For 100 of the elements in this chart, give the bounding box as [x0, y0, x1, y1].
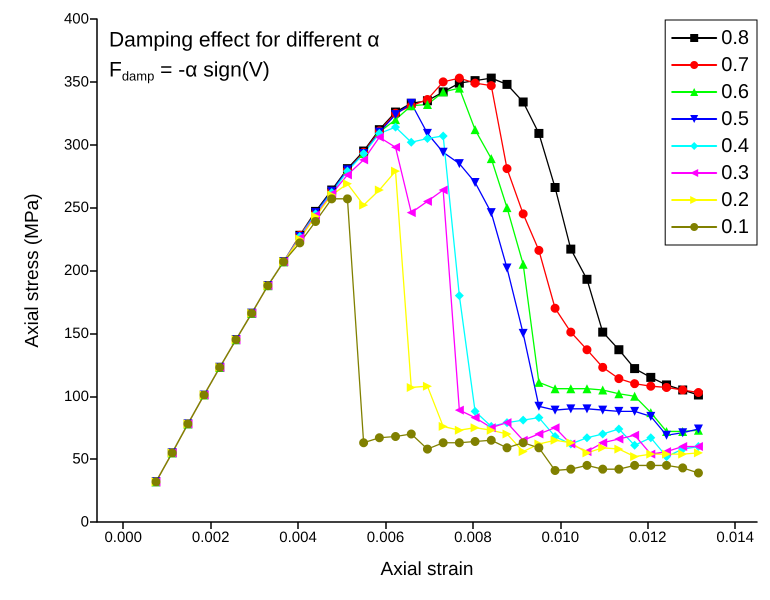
point	[406, 208, 416, 218]
point	[630, 364, 640, 374]
point	[391, 122, 400, 132]
legend-label: 0.4	[721, 135, 750, 157]
point	[342, 179, 352, 188]
point	[518, 416, 528, 425]
point	[486, 208, 496, 218]
legend-label: 0.1	[721, 216, 750, 238]
x-tick-label: 0.002	[192, 529, 230, 546]
point	[662, 450, 672, 459]
y-axis-title: Axial stress (MPa)	[22, 193, 43, 348]
point	[694, 468, 703, 478]
point	[582, 404, 592, 414]
point	[438, 438, 448, 448]
legend-label: 0.3	[721, 162, 750, 184]
point	[630, 406, 640, 416]
point	[470, 78, 480, 88]
point	[534, 429, 544, 438]
point	[422, 100, 432, 110]
point	[502, 429, 512, 438]
point	[662, 382, 672, 392]
point	[454, 159, 464, 168]
point	[614, 389, 624, 398]
point	[582, 460, 592, 470]
point	[391, 142, 400, 152]
point	[470, 178, 480, 187]
point	[486, 81, 496, 90]
point	[486, 426, 496, 435]
point	[550, 406, 560, 415]
point	[454, 74, 464, 83]
legend-label: 0.8	[721, 27, 750, 49]
point	[454, 291, 464, 300]
point	[598, 438, 608, 448]
point	[327, 194, 336, 204]
point	[646, 412, 656, 421]
chart-title: Damping effect for different α	[109, 28, 380, 52]
point	[678, 442, 688, 452]
point	[311, 216, 320, 226]
point	[630, 440, 640, 450]
point	[422, 196, 432, 206]
point	[454, 406, 464, 415]
point	[630, 452, 640, 462]
point	[678, 450, 688, 459]
point	[534, 378, 544, 387]
point	[470, 413, 480, 422]
point	[502, 164, 512, 174]
legend-label: 0.7	[721, 54, 750, 76]
point	[422, 134, 432, 143]
point	[518, 209, 528, 218]
point	[391, 166, 400, 176]
y-tick-label: 0	[80, 514, 89, 530]
point	[518, 260, 528, 269]
point	[598, 406, 608, 415]
point	[374, 433, 384, 442]
point	[694, 448, 703, 458]
point	[614, 374, 624, 384]
point	[534, 402, 544, 411]
point	[534, 128, 544, 138]
point	[566, 384, 576, 394]
y-tick-label: 350	[64, 73, 89, 90]
point	[438, 148, 448, 157]
point	[582, 345, 592, 354]
point	[454, 438, 464, 448]
y-tick-label: 300	[64, 136, 89, 154]
point	[582, 274, 592, 284]
point	[502, 80, 512, 89]
point	[662, 460, 672, 470]
point	[598, 385, 608, 394]
point	[646, 382, 656, 391]
point	[359, 155, 368, 164]
point	[630, 392, 640, 401]
point	[598, 443, 608, 452]
point	[630, 460, 640, 470]
point	[438, 186, 448, 195]
point	[470, 125, 480, 134]
point	[582, 384, 592, 394]
point	[598, 464, 608, 474]
point	[598, 328, 608, 337]
point	[646, 460, 656, 470]
point	[518, 438, 528, 448]
point	[630, 430, 640, 440]
point	[422, 444, 432, 454]
point	[566, 464, 576, 474]
point	[646, 433, 656, 442]
point	[662, 430, 672, 440]
legend-label: 0.2	[721, 189, 750, 211]
x-tick-label: 0.006	[366, 529, 404, 546]
point	[518, 447, 528, 456]
point	[614, 424, 624, 434]
point	[614, 464, 624, 474]
x-tick-label: 0.010	[542, 529, 580, 546]
y-tick-label: 250	[64, 199, 89, 216]
point	[566, 244, 576, 254]
x-tick-label: 0.000	[104, 529, 142, 546]
legend-label: 0.6	[721, 81, 750, 103]
point	[438, 77, 448, 86]
point	[566, 404, 576, 414]
point	[534, 443, 544, 452]
legend-label: 0.5	[721, 108, 750, 130]
point	[534, 246, 544, 255]
